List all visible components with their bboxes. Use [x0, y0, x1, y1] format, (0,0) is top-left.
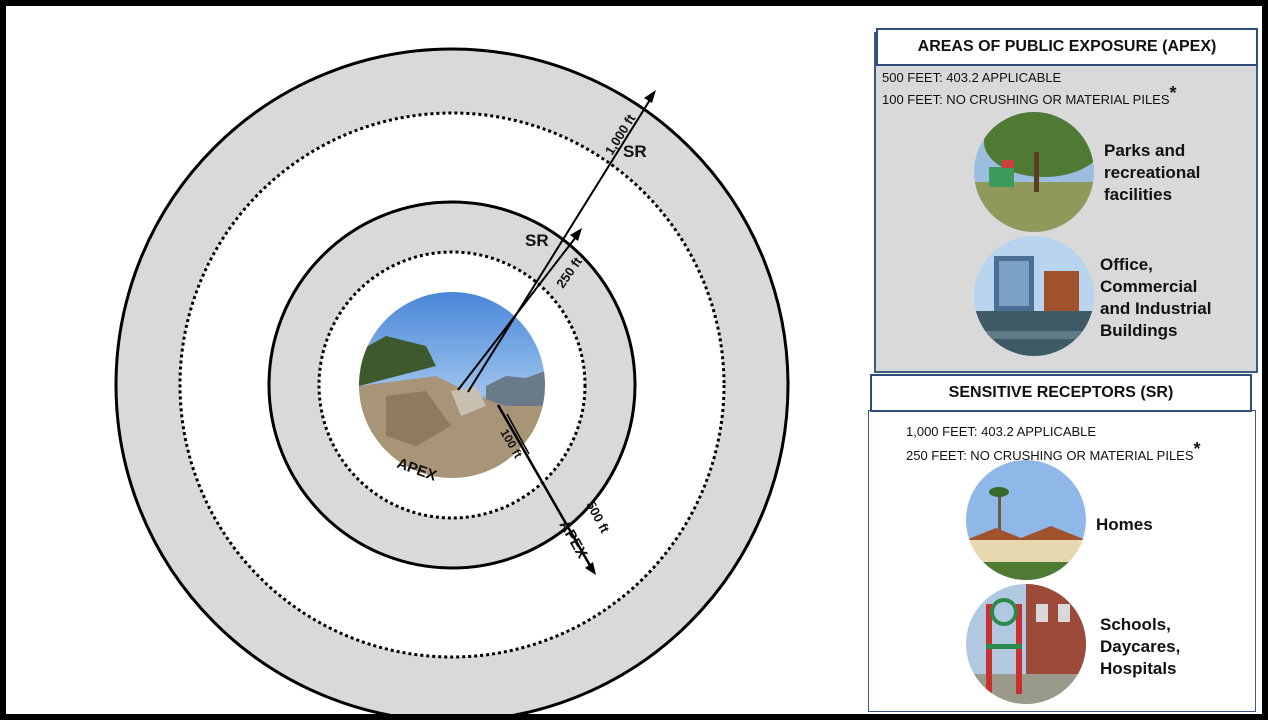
homes-photo — [966, 460, 1086, 580]
construction-site-photo — [359, 292, 545, 478]
caption-schools: Schools, Daycares, Hospitals — [1100, 615, 1181, 678]
arrow-250ft — [457, 228, 582, 391]
label-sr-outer: SR — [623, 142, 647, 161]
apex-rule-100ft: 100 FEET: NO CRUSHING OR MATERIAL PILES* — [882, 83, 1177, 107]
schools-photo — [966, 584, 1086, 704]
arrow-100ft — [506, 413, 530, 455]
sr-asterisk: * — [1193, 439, 1201, 459]
apex-asterisk: * — [1169, 83, 1177, 103]
sr-panel-title: SENSITIVE RECEPTORS (SR) — [870, 374, 1252, 412]
sr-rule-250ft: 250 FEET: NO CRUSHING OR MATERIAL PILES* — [906, 439, 1201, 463]
sr-rule-1000ft: 1,000 FEET: 403.2 APPLICABLE — [906, 424, 1097, 439]
caption-homes: Homes — [1096, 515, 1153, 534]
arrow-500ft — [496, 404, 596, 575]
arrow-1000ft — [467, 90, 656, 393]
apex-panel-title: AREAS OF PUBLIC EXPOSURE (APEX) — [876, 28, 1258, 66]
caption-parks: Parks and recreational facilities — [1104, 141, 1201, 204]
apex-rule-500ft: 500 FEET: 403.2 APPLICABLE — [882, 70, 1062, 85]
office-buildings-photo — [974, 236, 1094, 356]
buffer-zone-diagram: SR SR 1,000 ft 250 ft 100 ft 500 ft APEX… — [114, 47, 790, 714]
label-sr-inner: SR — [525, 231, 549, 250]
parks-photo — [974, 112, 1094, 232]
diagram-frame: SR SR 1,000 ft 250 ft 100 ft 500 ft APEX… — [6, 6, 1262, 714]
caption-office: Office, Commercial and Industrial Buildi… — [1100, 255, 1212, 340]
